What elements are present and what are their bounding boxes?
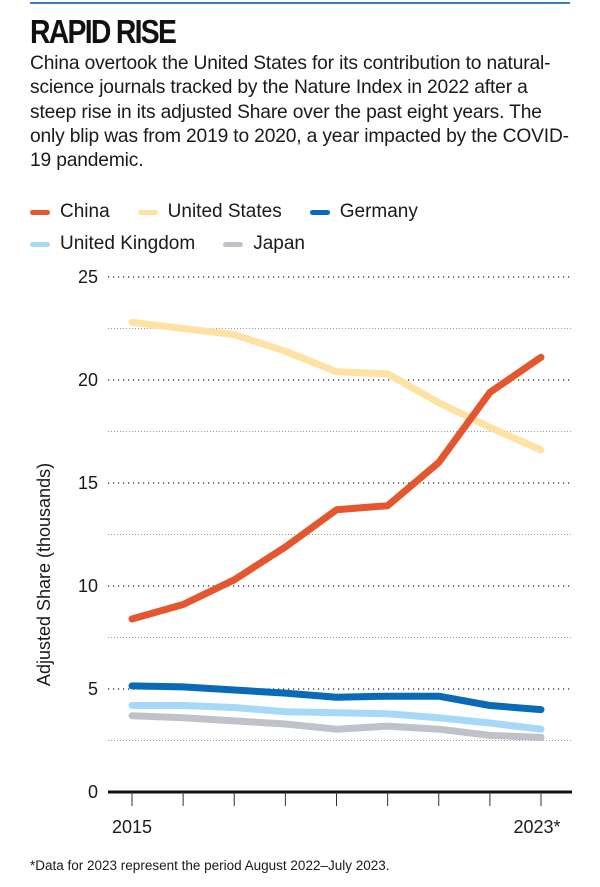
series-line-japan <box>128 712 545 741</box>
chart-title: RAPID RISE <box>30 13 177 50</box>
series-line-united-states <box>128 318 545 454</box>
legend-swatch-united-kingdom <box>30 241 50 247</box>
y-tick-label: 5 <box>88 679 98 699</box>
legend-swatch-germany <box>309 209 330 215</box>
y-tick-label: 15 <box>78 473 98 493</box>
legend-label-china: China <box>60 201 110 222</box>
legend-item-united-states: United States <box>137 201 282 223</box>
legend-swatch-united-states <box>137 209 158 215</box>
gridlines <box>108 276 572 741</box>
axes: 0 5 10 15 20 25 2015 2023* <box>78 267 572 837</box>
x-tick-label: 2023* <box>513 817 560 837</box>
legend-label-japan: Japan <box>253 233 305 254</box>
legend-row-1: China United States Germany <box>30 196 590 228</box>
legend-item-japan: Japan <box>223 233 305 255</box>
x-tick-label: 2015 <box>112 817 152 837</box>
y-tick-label: 10 <box>78 576 98 596</box>
series-line-germany <box>128 682 545 714</box>
series-line-united-kingdom <box>128 702 545 733</box>
y-tick-label: 20 <box>78 370 98 390</box>
chart-subtitle: China overtook the United States for its… <box>30 53 569 172</box>
legend-swatch-china <box>30 209 50 215</box>
legend-swatch-japan <box>223 241 244 247</box>
legend-row-2: United Kingdom Japan <box>30 228 590 260</box>
legend-item-united-kingdom: United Kingdom <box>30 233 195 255</box>
legend-item-germany: Germany <box>309 201 418 223</box>
legend: China United States Germany United Kingd… <box>30 196 590 260</box>
y-axis-title: Adjusted Share (thousands) <box>34 463 54 686</box>
legend-label-united-states: United States <box>167 201 282 222</box>
y-tick-label: 25 <box>78 267 98 287</box>
legend-label-united-kingdom: United Kingdom <box>60 233 196 254</box>
series-lines <box>128 318 545 741</box>
top-rule <box>30 2 570 4</box>
legend-item-china: China <box>30 201 110 223</box>
series-line-china <box>128 353 545 623</box>
y-tick-label: 0 <box>88 782 98 802</box>
footnote: *Data for 2023 represent the period Augu… <box>30 858 390 873</box>
legend-label-germany: Germany <box>339 201 418 222</box>
